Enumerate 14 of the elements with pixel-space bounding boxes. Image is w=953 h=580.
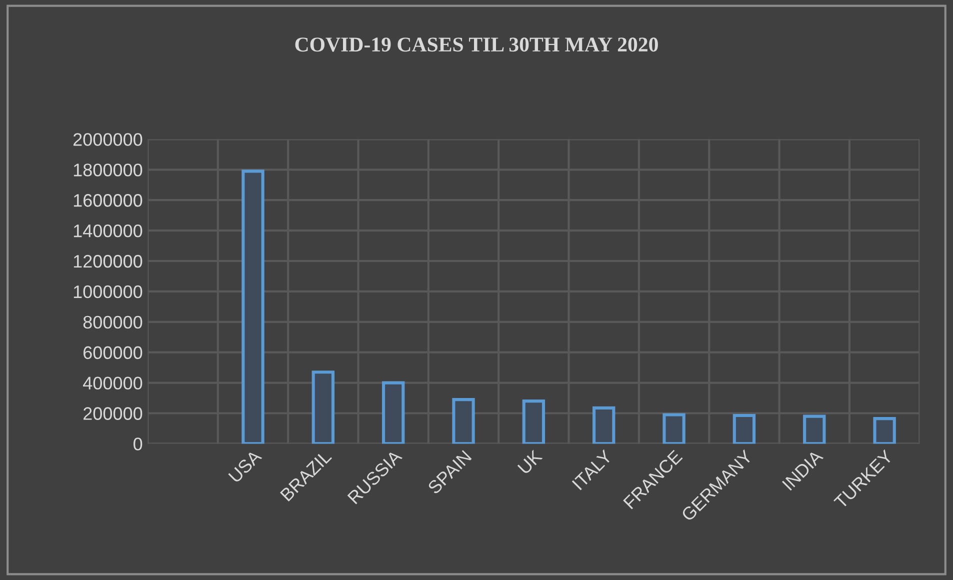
- y-tick-label: 1800000: [74, 164, 142, 176]
- y-tick-label: 1000000: [74, 285, 142, 298]
- x-tick-label: USA: [228, 448, 262, 484]
- y-tick-label: 600000: [84, 346, 142, 360]
- x-tick-label: UK: [517, 449, 543, 475]
- y-tick-label: 200000: [84, 407, 142, 420]
- y-tick-label: 1400000: [74, 224, 142, 238]
- y-tick-label: 1200000: [74, 254, 142, 268]
- y-tick-label: 2000000: [73, 133, 142, 146]
- y-tick-label: 400000: [83, 376, 142, 390]
- y-tick-label: 1600000: [74, 194, 142, 207]
- y-tick-label: 0: [134, 438, 142, 450]
- chart-title: COVID-19 CASES TIL 30TH MAY 2020: [295, 38, 658, 52]
- y-tick-label: 800000: [83, 316, 142, 329]
